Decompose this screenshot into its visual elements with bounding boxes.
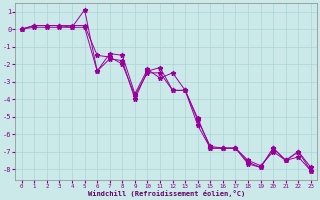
X-axis label: Windchill (Refroidissement éolien,°C): Windchill (Refroidissement éolien,°C) — [88, 190, 245, 197]
